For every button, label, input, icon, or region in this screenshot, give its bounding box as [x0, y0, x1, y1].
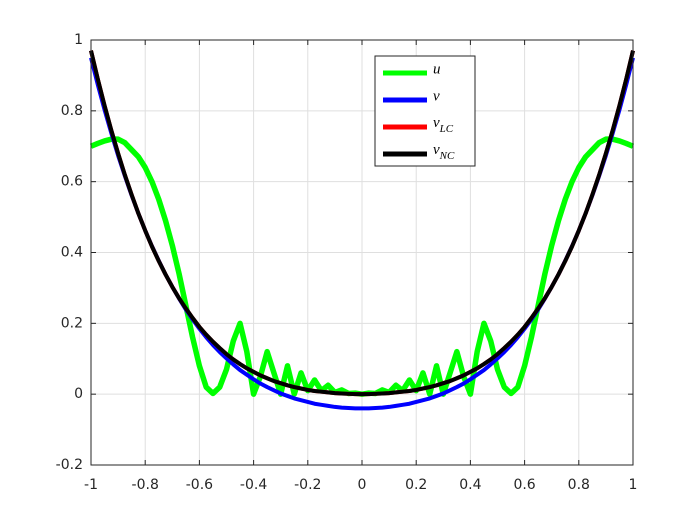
legend: uv vLC vNC — [374, 55, 476, 167]
legend-label: vLC — [433, 115, 454, 134]
x-tick-label: -0.2 — [294, 477, 321, 493]
x-tick-label: -0.6 — [186, 477, 213, 493]
legend-label: v — [433, 88, 440, 104]
x-tick-label: 0.8 — [568, 477, 590, 493]
y-tick-label: 0.6 — [61, 174, 83, 190]
x-tick-label: 1 — [629, 477, 638, 493]
x-tick-label: 0.4 — [459, 477, 481, 493]
line-series — [89, 50, 635, 397]
x-tick-label: 0.6 — [513, 477, 535, 493]
y-tick-label: 0.8 — [61, 103, 83, 119]
x-tick-label: -0.8 — [132, 477, 159, 493]
legend-label: u — [433, 61, 441, 77]
x-tick-label: 0 — [358, 477, 367, 493]
x-tick-label: -0.4 — [240, 477, 267, 493]
x-tick-label: -1 — [84, 477, 98, 493]
plot-area — [89, 50, 635, 411]
y-tick-label: -0.2 — [56, 457, 83, 473]
ticks: -1 -0.8 -0.6 -0.4 -0.2 0 0.2 0.4 0.6 0.8 1 -0.2 0 0.2… — [56, 32, 638, 493]
y-tick-label: 1 — [74, 32, 83, 48]
legend-label: vNC — [433, 142, 455, 161]
x-tick-label: 0.2 — [405, 477, 427, 493]
y-tick-label: 0 — [74, 386, 83, 402]
y-tick-label: 0.4 — [61, 245, 83, 261]
y-tick-label: 0.2 — [61, 315, 83, 331]
